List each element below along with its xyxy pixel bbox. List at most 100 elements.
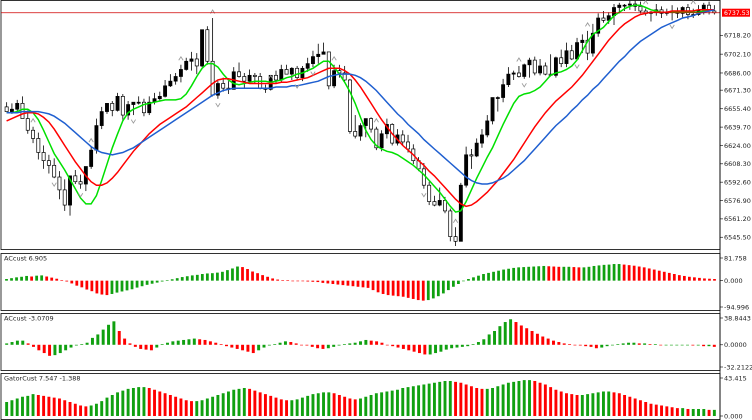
histogram-bar (121, 390, 125, 416)
indicator-tick-label: 0.000 (724, 277, 743, 285)
histogram-bar (562, 343, 566, 345)
histogram-bar (686, 408, 690, 416)
histogram-bar (530, 330, 534, 345)
histogram-bar (582, 267, 586, 281)
histogram-bar (610, 344, 614, 346)
histogram-bar (15, 398, 19, 416)
histogram-bar (273, 344, 277, 345)
price-axis[interactable]: 6718.20 6702.10 6686.00 6671.30 6655.40 6639.… (719, 0, 752, 420)
candle-body (590, 32, 595, 54)
histogram-bar (116, 392, 120, 416)
histogram-bar (472, 277, 475, 281)
histogram-bar (535, 333, 539, 345)
candle (142, 98, 146, 117)
histogram-bar (396, 280, 400, 297)
candle-body (464, 154, 469, 186)
candle-body (474, 142, 479, 157)
histogram-bar (63, 400, 67, 416)
histogram-bar (351, 280, 355, 287)
histogram-bar (305, 344, 309, 346)
histogram-bar (554, 389, 558, 416)
histogram-bar (422, 384, 426, 416)
candle-body (638, 5, 643, 12)
histogram-bar (185, 276, 189, 281)
histogram-bar (348, 398, 352, 416)
histogram-bar (74, 344, 78, 346)
histogram-bar (417, 385, 421, 416)
histogram-bar (475, 387, 479, 416)
histogram-bar (26, 395, 30, 416)
histogram-bar (466, 344, 470, 347)
histogram-bar (369, 340, 373, 345)
histogram-bar (170, 279, 174, 281)
fractal-down-marker (574, 64, 580, 69)
histogram-bar (480, 388, 484, 416)
histogram-bar (369, 394, 373, 416)
candle (564, 42, 569, 68)
histogram-bar (216, 394, 220, 416)
histogram-bar (326, 344, 330, 349)
histogram-bar (144, 344, 148, 350)
histogram-bar (21, 396, 24, 416)
histogram-bar (258, 392, 262, 416)
candle-body (506, 73, 511, 86)
histogram-bar (612, 392, 616, 416)
histogram-bar (519, 325, 523, 345)
histogram-bar (306, 395, 310, 416)
fractal-up-marker (516, 57, 522, 62)
histogram-bar (257, 344, 261, 351)
histogram-bar (492, 271, 495, 281)
candle (622, 4, 627, 12)
histogram-bar (306, 280, 310, 282)
histogram-bar (594, 344, 598, 349)
candle-body (242, 76, 247, 82)
histogram-bar (101, 329, 105, 345)
histogram-bar (637, 266, 641, 281)
candle-body (580, 39, 585, 43)
histogram-bar (476, 342, 480, 345)
histogram-bar (638, 400, 642, 416)
histogram-bar (337, 344, 341, 346)
histogram-bar (660, 405, 663, 416)
ac-cust-pane[interactable] (0, 313, 721, 371)
histogram-bar (37, 344, 41, 351)
histogram-bar (364, 396, 368, 416)
histogram-bar (712, 344, 716, 347)
histogram-bar (294, 343, 298, 345)
histogram-bar (89, 405, 93, 416)
histogram-bar (680, 344, 684, 346)
histogram-bar (517, 380, 521, 416)
histogram-bar (331, 280, 335, 284)
candle (638, 1, 643, 14)
candle-body (311, 56, 315, 64)
candle-body (427, 184, 432, 202)
ac-indicator-pane[interactable] (0, 253, 721, 311)
candle (506, 67, 511, 88)
histogram-bar (600, 344, 604, 348)
histogram-bar (366, 280, 370, 288)
candle (189, 51, 194, 71)
price-pane[interactable] (0, 0, 721, 250)
histogram-bar (48, 344, 52, 356)
histogram-bar (374, 393, 378, 416)
candle (73, 170, 78, 185)
candle-body (627, 3, 632, 6)
histogram-bar (411, 386, 415, 416)
candle-body (596, 17, 601, 34)
histogram-bar (662, 271, 666, 281)
histogram-bar (627, 265, 631, 281)
histogram-bar (712, 409, 716, 416)
fractal-up-marker (178, 55, 184, 61)
candle (517, 65, 521, 78)
fractal-down-marker (294, 84, 300, 89)
histogram-bar (482, 274, 485, 281)
histogram-bar (241, 267, 244, 281)
histogram-bar (96, 334, 100, 345)
histogram-bar (251, 271, 254, 281)
histogram-bar (42, 395, 46, 416)
histogram-bar (179, 398, 183, 416)
histogram-bar (396, 344, 400, 348)
histogram-bar (237, 388, 241, 416)
histogram-bar (436, 280, 440, 297)
histogram-bar (592, 265, 596, 281)
